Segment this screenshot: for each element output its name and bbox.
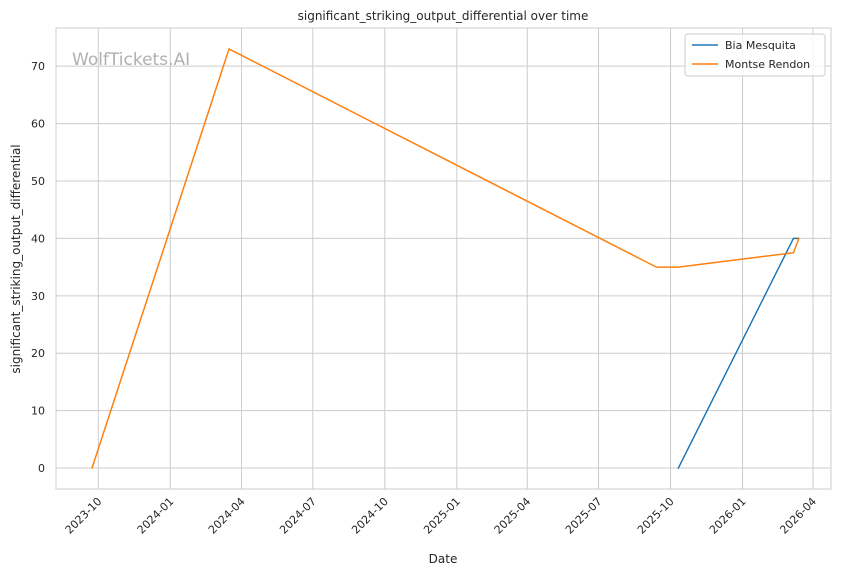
x-tick-label: 2025-04 <box>492 495 534 537</box>
watermark: WolfTickets.AI <box>72 50 190 70</box>
x-tick-label: 2025-01 <box>421 495 463 537</box>
x-tick-label: 2026-01 <box>707 495 749 537</box>
legend-box <box>684 33 826 77</box>
x-axis-title: Date <box>429 552 458 566</box>
x-tick-label: 2024-07 <box>277 495 319 537</box>
y-tick-label: 20 <box>31 347 45 360</box>
legend-label-bia-mesquita: Bia Mesquita <box>725 39 796 52</box>
y-tick-label: 40 <box>31 232 45 245</box>
y-tick-label: 70 <box>31 60 45 73</box>
y-tick-label: 60 <box>31 118 45 131</box>
x-tick-label: 2025-10 <box>635 495 677 537</box>
series-line-bia-mesquita <box>677 237 800 469</box>
y-tick-label: 30 <box>31 290 45 303</box>
x-tick-label: 2024-10 <box>349 495 391 537</box>
legend-label-montse-rendon: Montse Rendon <box>725 58 810 71</box>
y-tick-labels: 0 10 20 30 40 50 60 70 <box>31 60 45 475</box>
series-layer <box>91 48 800 469</box>
grid <box>56 28 831 489</box>
legend: Bia Mesquita Montse Rendon <box>684 33 826 77</box>
x-tick-label: 2025-07 <box>563 495 605 537</box>
y-tick-label: 50 <box>31 175 45 188</box>
x-tick-label: 2026-04 <box>777 495 819 537</box>
y-axis-title: significant_striking_output_differential <box>9 144 23 373</box>
chart-title: significant_striking_output_differential… <box>298 9 589 23</box>
x-tick-labels: 2023-10 2024-01 2024-04 2024-07 2024-10 2025-… <box>63 495 819 537</box>
y-tick-label: 0 <box>38 462 45 475</box>
x-tick-label: 2024-04 <box>206 495 248 537</box>
x-tick-label: 2024-01 <box>135 495 177 537</box>
y-tick-label: 10 <box>31 405 45 418</box>
plot-frame <box>55 27 832 490</box>
series-line-montse-rendon <box>91 48 800 469</box>
x-tick-label: 2023-10 <box>63 495 105 537</box>
